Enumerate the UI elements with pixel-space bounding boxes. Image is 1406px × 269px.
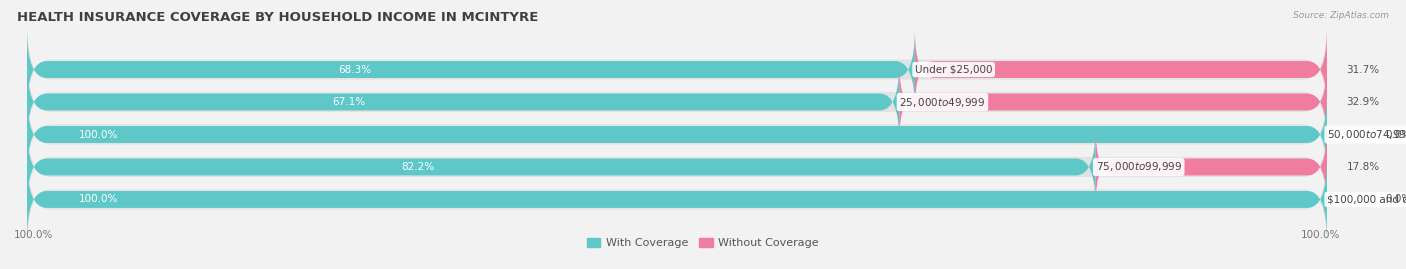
FancyBboxPatch shape (27, 119, 1327, 215)
Text: 100.0%: 100.0% (79, 129, 118, 140)
Text: 0.0%: 0.0% (1385, 129, 1406, 140)
Text: 100.0%: 100.0% (14, 230, 53, 240)
Text: $100,000 and over: $100,000 and over (1327, 194, 1406, 204)
FancyBboxPatch shape (27, 21, 1327, 118)
FancyBboxPatch shape (1095, 127, 1327, 207)
Text: 68.3%: 68.3% (337, 65, 371, 75)
Text: $75,000 to $99,999: $75,000 to $99,999 (1095, 161, 1182, 174)
Text: 32.9%: 32.9% (1347, 97, 1379, 107)
FancyBboxPatch shape (27, 86, 1327, 183)
Text: Source: ZipAtlas.com: Source: ZipAtlas.com (1294, 11, 1389, 20)
Text: 100.0%: 100.0% (79, 194, 118, 204)
FancyBboxPatch shape (27, 94, 1327, 175)
FancyBboxPatch shape (27, 159, 1327, 240)
FancyBboxPatch shape (900, 62, 1327, 142)
Text: Under $25,000: Under $25,000 (915, 65, 993, 75)
FancyBboxPatch shape (27, 151, 1327, 248)
Text: HEALTH INSURANCE COVERAGE BY HOUSEHOLD INCOME IN MCINTYRE: HEALTH INSURANCE COVERAGE BY HOUSEHOLD I… (17, 11, 538, 24)
FancyBboxPatch shape (915, 29, 1327, 110)
Text: 31.7%: 31.7% (1347, 65, 1379, 75)
FancyBboxPatch shape (27, 29, 915, 110)
Text: 0.0%: 0.0% (1385, 194, 1406, 204)
Text: 17.8%: 17.8% (1347, 162, 1379, 172)
Legend: With Coverage, Without Coverage: With Coverage, Without Coverage (582, 233, 824, 253)
Text: $25,000 to $49,999: $25,000 to $49,999 (900, 95, 986, 108)
Text: 100.0%: 100.0% (1301, 230, 1340, 240)
FancyBboxPatch shape (27, 54, 1327, 150)
FancyBboxPatch shape (27, 127, 1095, 207)
Text: $50,000 to $74,999: $50,000 to $74,999 (1327, 128, 1406, 141)
Text: 67.1%: 67.1% (332, 97, 366, 107)
FancyBboxPatch shape (27, 62, 900, 142)
Text: 82.2%: 82.2% (401, 162, 434, 172)
